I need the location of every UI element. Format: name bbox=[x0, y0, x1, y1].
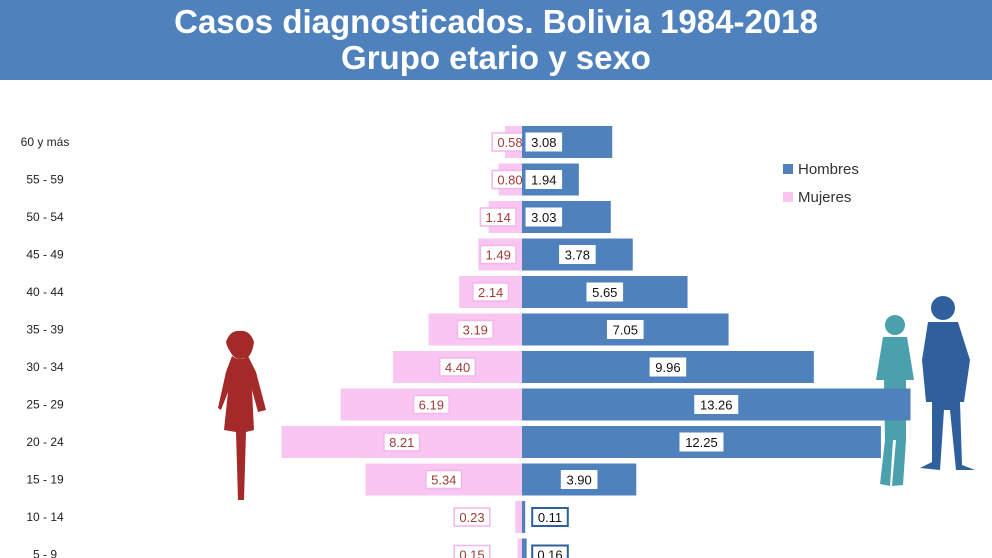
value-label-mujeres: 6.19 bbox=[419, 398, 444, 413]
chart-subtitle: Grupo etario y sexo bbox=[341, 39, 651, 76]
value-box-hombres bbox=[525, 207, 563, 227]
bar-mujeres bbox=[517, 538, 522, 558]
value-label-mujeres: 5.34 bbox=[431, 473, 456, 488]
value-label-mujeres: 0.15 bbox=[459, 548, 484, 558]
value-label-mujeres: 4.40 bbox=[445, 360, 470, 375]
value-box-hombres bbox=[531, 507, 569, 527]
value-box-mujeres bbox=[479, 244, 517, 265]
value-box-hombres bbox=[531, 544, 569, 558]
value-box-mujeres bbox=[383, 432, 421, 452]
value-label-mujeres: 0.23 bbox=[459, 510, 484, 525]
chart-title: Casos diagnosticados. Bolivia 1984-2018 bbox=[174, 3, 818, 40]
value-label-mujeres: 0.80 bbox=[497, 173, 522, 188]
value-label-hombres: 3.90 bbox=[566, 473, 591, 488]
age-group-label: 25 - 29 bbox=[26, 398, 64, 412]
value-label-mujeres: 0.58 bbox=[497, 135, 522, 150]
value-label-hombres: 0.11 bbox=[538, 510, 562, 525]
legend-swatch-mujeres bbox=[783, 192, 793, 202]
value-box-hombres bbox=[525, 170, 563, 189]
value-label-hombres: 13.26 bbox=[700, 398, 733, 413]
value-box-mujeres bbox=[425, 469, 463, 490]
value-label-mujeres: 3.19 bbox=[463, 323, 488, 338]
value-label-mujeres: 1.49 bbox=[486, 248, 511, 263]
value-box-mujeres bbox=[456, 319, 494, 340]
bars-group: 60 y más 0.58 3.08 55 - 59 0.80 1.94 50 - 54 1.… bbox=[21, 126, 911, 558]
value-label-hombres: 3.03 bbox=[531, 210, 556, 225]
legend-swatch-hombres bbox=[783, 164, 793, 174]
age-group-label: 45 - 49 bbox=[26, 248, 64, 262]
age-group-label: 10 - 14 bbox=[26, 510, 64, 524]
value-label-hombres: 3.08 bbox=[531, 135, 556, 150]
age-group-label: 35 - 39 bbox=[26, 323, 64, 337]
age-group-label: 30 - 34 bbox=[26, 360, 64, 374]
value-box-hombres bbox=[694, 395, 739, 414]
age-group-label: 5 - 9 bbox=[33, 548, 57, 558]
value-label-mujeres: 2.14 bbox=[478, 285, 503, 300]
title-banner: Casos diagnosticados. Bolivia 1984-2018 … bbox=[0, 0, 992, 80]
value-box-hombres bbox=[649, 357, 687, 377]
bar-mujeres bbox=[515, 501, 522, 533]
age-group-label: 40 - 44 bbox=[26, 285, 64, 299]
value-label-hombres: 3.78 bbox=[565, 248, 590, 263]
value-label-hombres: 7.05 bbox=[613, 323, 638, 338]
age-group-label: 20 - 24 bbox=[26, 435, 64, 449]
value-box-mujeres bbox=[453, 544, 491, 558]
female-silhouette-icon bbox=[218, 330, 266, 500]
value-box-hombres bbox=[606, 320, 644, 339]
value-box-hombres bbox=[525, 132, 563, 152]
legend-label-hombres: Hombres bbox=[798, 161, 859, 178]
age-group-label: 55 - 59 bbox=[26, 173, 64, 187]
legend: Hombres Mujeres bbox=[783, 161, 859, 206]
value-box-mujeres bbox=[472, 282, 510, 302]
value-box-mujeres bbox=[479, 207, 517, 227]
value-box-hombres bbox=[586, 282, 624, 302]
value-label-hombres: 0.16 bbox=[537, 548, 562, 558]
value-box-hombres bbox=[679, 432, 724, 452]
value-box-mujeres bbox=[412, 394, 450, 415]
value-box-mujeres bbox=[438, 357, 477, 377]
age-group-label: 15 - 19 bbox=[26, 473, 64, 487]
value-box-hombres bbox=[559, 245, 596, 264]
value-box-mujeres bbox=[453, 507, 491, 527]
legend-label-mujeres: Mujeres bbox=[798, 189, 851, 206]
value-label-mujeres: 8.21 bbox=[389, 435, 414, 450]
value-box-hombres bbox=[560, 470, 598, 489]
value-label-hombres: 5.65 bbox=[592, 285, 617, 300]
value-label-hombres: 9.96 bbox=[655, 360, 680, 375]
age-group-label: 60 y más bbox=[21, 135, 70, 149]
bar-hombres bbox=[522, 501, 526, 533]
value-label-mujeres: 1.14 bbox=[486, 210, 511, 225]
age-group-label: 50 - 54 bbox=[26, 210, 64, 224]
bar-hombres bbox=[522, 538, 527, 558]
value-label-hombres: 1.94 bbox=[531, 173, 556, 188]
value-label-hombres: 12.25 bbox=[685, 435, 718, 450]
